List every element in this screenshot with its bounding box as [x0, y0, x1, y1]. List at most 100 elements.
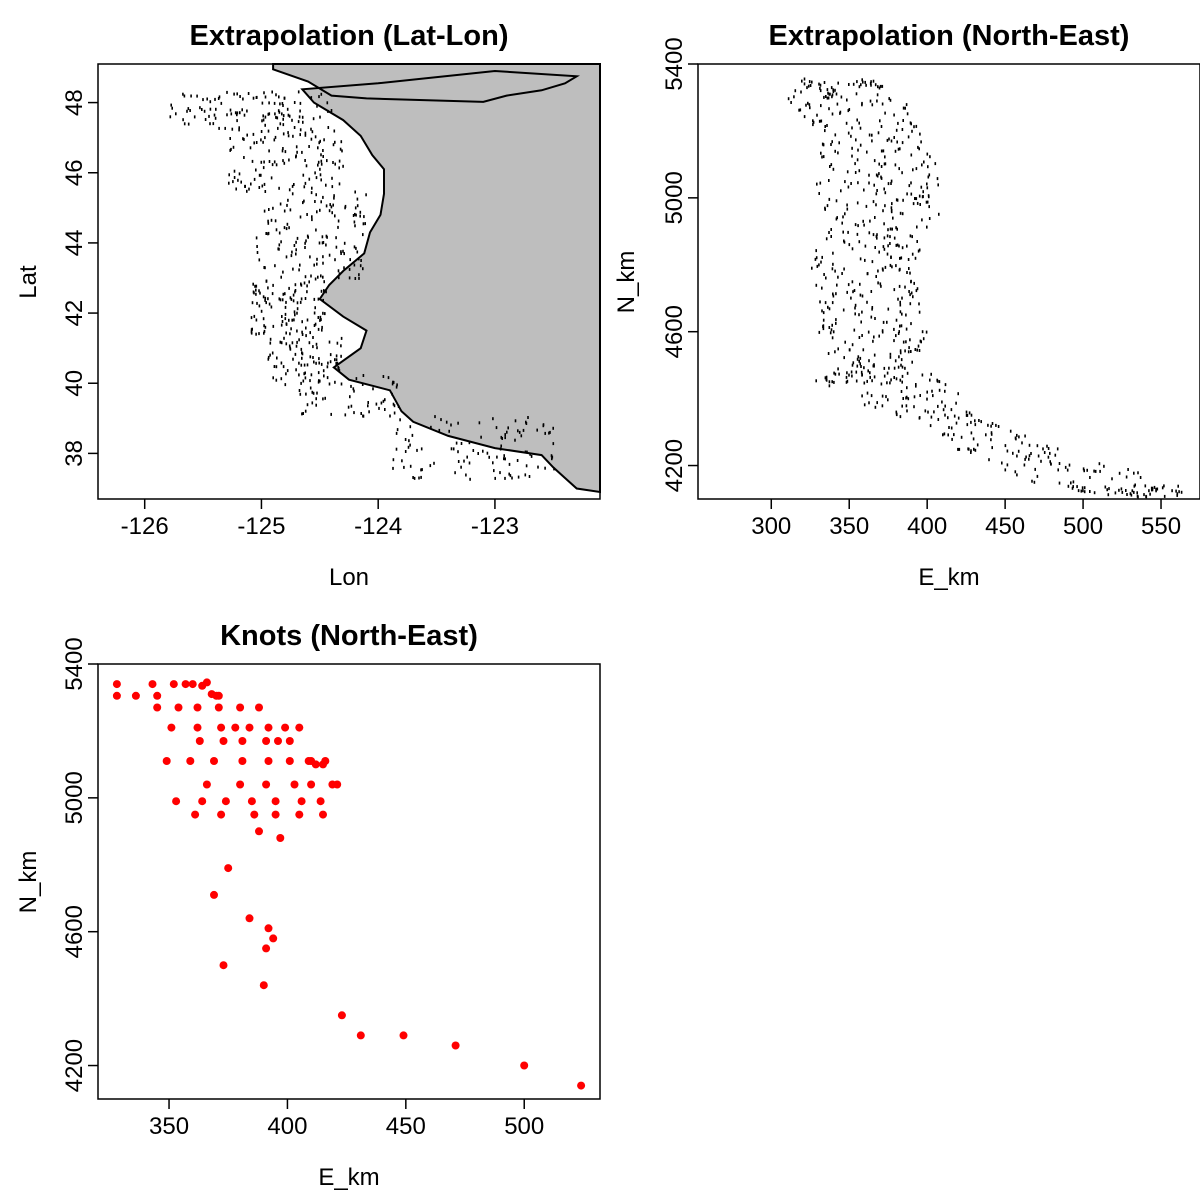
- extrapolation-point: [1081, 486, 1084, 490]
- extrapolation-point: [294, 352, 297, 356]
- extrapolation-point: [321, 241, 324, 245]
- extrapolation-point: [350, 384, 352, 388]
- extrapolation-point: [877, 85, 879, 89]
- x-axis: 350 400 450 500: [149, 1099, 544, 1140]
- extrapolation-point: [836, 283, 838, 287]
- extrapolation-point: [834, 88, 836, 92]
- extrapolation-point: [936, 177, 939, 181]
- extrapolation-point: [930, 372, 932, 376]
- extrapolation-point: [301, 333, 304, 336]
- y-axis-label: Lat: [15, 265, 42, 299]
- extrapolation-point: [1014, 436, 1017, 440]
- knot-point: [210, 890, 218, 899]
- extrapolation-point: [1070, 481, 1072, 485]
- extrapolation-point: [834, 269, 836, 273]
- extrapolation-point: [822, 155, 825, 159]
- extrapolation-point: [450, 447, 453, 451]
- extrapolation-point: [238, 172, 241, 176]
- extrapolation-point: [861, 101, 863, 105]
- extrapolation-point: [189, 109, 191, 112]
- extrapolation-point: [325, 183, 327, 187]
- extrapolation-point: [270, 176, 273, 180]
- extrapolation-point: [901, 296, 903, 300]
- extrapolation-point: [915, 384, 917, 388]
- extrapolation-point: [201, 108, 203, 111]
- extrapolation-point: [359, 214, 361, 218]
- extrapolation-point: [809, 84, 812, 87]
- extrapolation-point: [342, 249, 344, 253]
- extrapolation-point: [849, 348, 851, 352]
- extrapolation-point: [255, 284, 258, 288]
- extrapolation-point: [1025, 455, 1027, 459]
- extrapolation-point: [874, 216, 876, 219]
- extrapolation-point: [880, 176, 883, 180]
- extrapolation-point: [891, 202, 893, 206]
- extrapolation-point: [830, 143, 832, 146]
- extrapolation-point: [866, 300, 868, 304]
- extrapolation-point: [395, 385, 398, 389]
- extrapolation-point: [897, 121, 899, 125]
- extrapolation-point: [354, 212, 356, 216]
- y-tick-label: 48: [61, 89, 88, 116]
- extrapolation-point: [508, 472, 510, 476]
- extrapolation-point: [263, 331, 265, 335]
- extrapolation-point: [893, 236, 896, 240]
- extrapolation-point: [828, 197, 831, 201]
- extrapolation-point: [171, 106, 173, 110]
- extrapolation-point: [263, 160, 265, 164]
- extrapolation-point: [300, 297, 303, 301]
- extrapolation-point: [846, 207, 849, 211]
- extrapolation-point: [280, 377, 283, 381]
- extrapolation-point: [870, 394, 873, 398]
- extrapolation-point: [292, 293, 295, 297]
- extrapolation-point: [856, 364, 859, 368]
- extrapolation-point: [429, 464, 432, 468]
- extrapolation-point: [793, 95, 795, 99]
- extrapolation-point: [506, 430, 508, 434]
- extrapolation-point: [896, 198, 899, 202]
- extrapolation-point: [315, 342, 318, 346]
- extrapolation-point: [264, 95, 267, 99]
- extrapolation-point: [320, 153, 322, 157]
- knot-point: [264, 757, 273, 765]
- extrapolation-point: [899, 349, 902, 353]
- x-tick-label: 450: [386, 1113, 426, 1140]
- extrapolation-point: [824, 129, 826, 133]
- extrapolation-point: [1006, 449, 1009, 453]
- extrapolation-point: [807, 101, 809, 105]
- extrapolation-point: [292, 267, 294, 271]
- extrapolation-point: [822, 311, 825, 315]
- extrapolation-point: [332, 203, 334, 207]
- extrapolation-point: [854, 312, 856, 316]
- extrapolation-point: [875, 234, 878, 238]
- extrapolation-point: [303, 199, 305, 203]
- extrapolation-point: [278, 243, 281, 247]
- extrapolation-point: [855, 379, 858, 383]
- knot-point: [271, 810, 280, 819]
- extrapolation-point: [305, 392, 307, 396]
- extrapolation-point: [282, 123, 285, 127]
- extrapolation-point: [283, 96, 286, 100]
- extrapolation-point: [312, 356, 314, 359]
- extrapolation-point: [851, 247, 854, 251]
- extrapolation-point: [319, 167, 321, 171]
- extrapolation-point: [868, 173, 870, 177]
- extrapolation-point: [865, 83, 867, 87]
- extrapolation-point: [820, 104, 822, 108]
- panel-north-east: Extrapolation (North-East) E_km N_km 300…: [613, 20, 1200, 591]
- extrapolation-point: [295, 344, 298, 348]
- extrapolation-point: [937, 418, 940, 421]
- knot-point: [247, 797, 256, 806]
- extrapolation-point: [900, 390, 903, 393]
- extrapolation-point: [889, 355, 892, 359]
- extrapolation-point: [901, 312, 903, 316]
- extrapolation-point: [937, 183, 939, 187]
- extrapolation-point: [358, 276, 360, 280]
- extrapolation-point: [450, 423, 452, 427]
- extrapolation-point: [504, 436, 506, 440]
- extrapolation-point: [233, 169, 236, 173]
- knot-point: [295, 810, 304, 819]
- knot-point: [188, 680, 197, 689]
- extrapolation-point: [915, 197, 918, 201]
- extrapolation-point: [268, 149, 270, 153]
